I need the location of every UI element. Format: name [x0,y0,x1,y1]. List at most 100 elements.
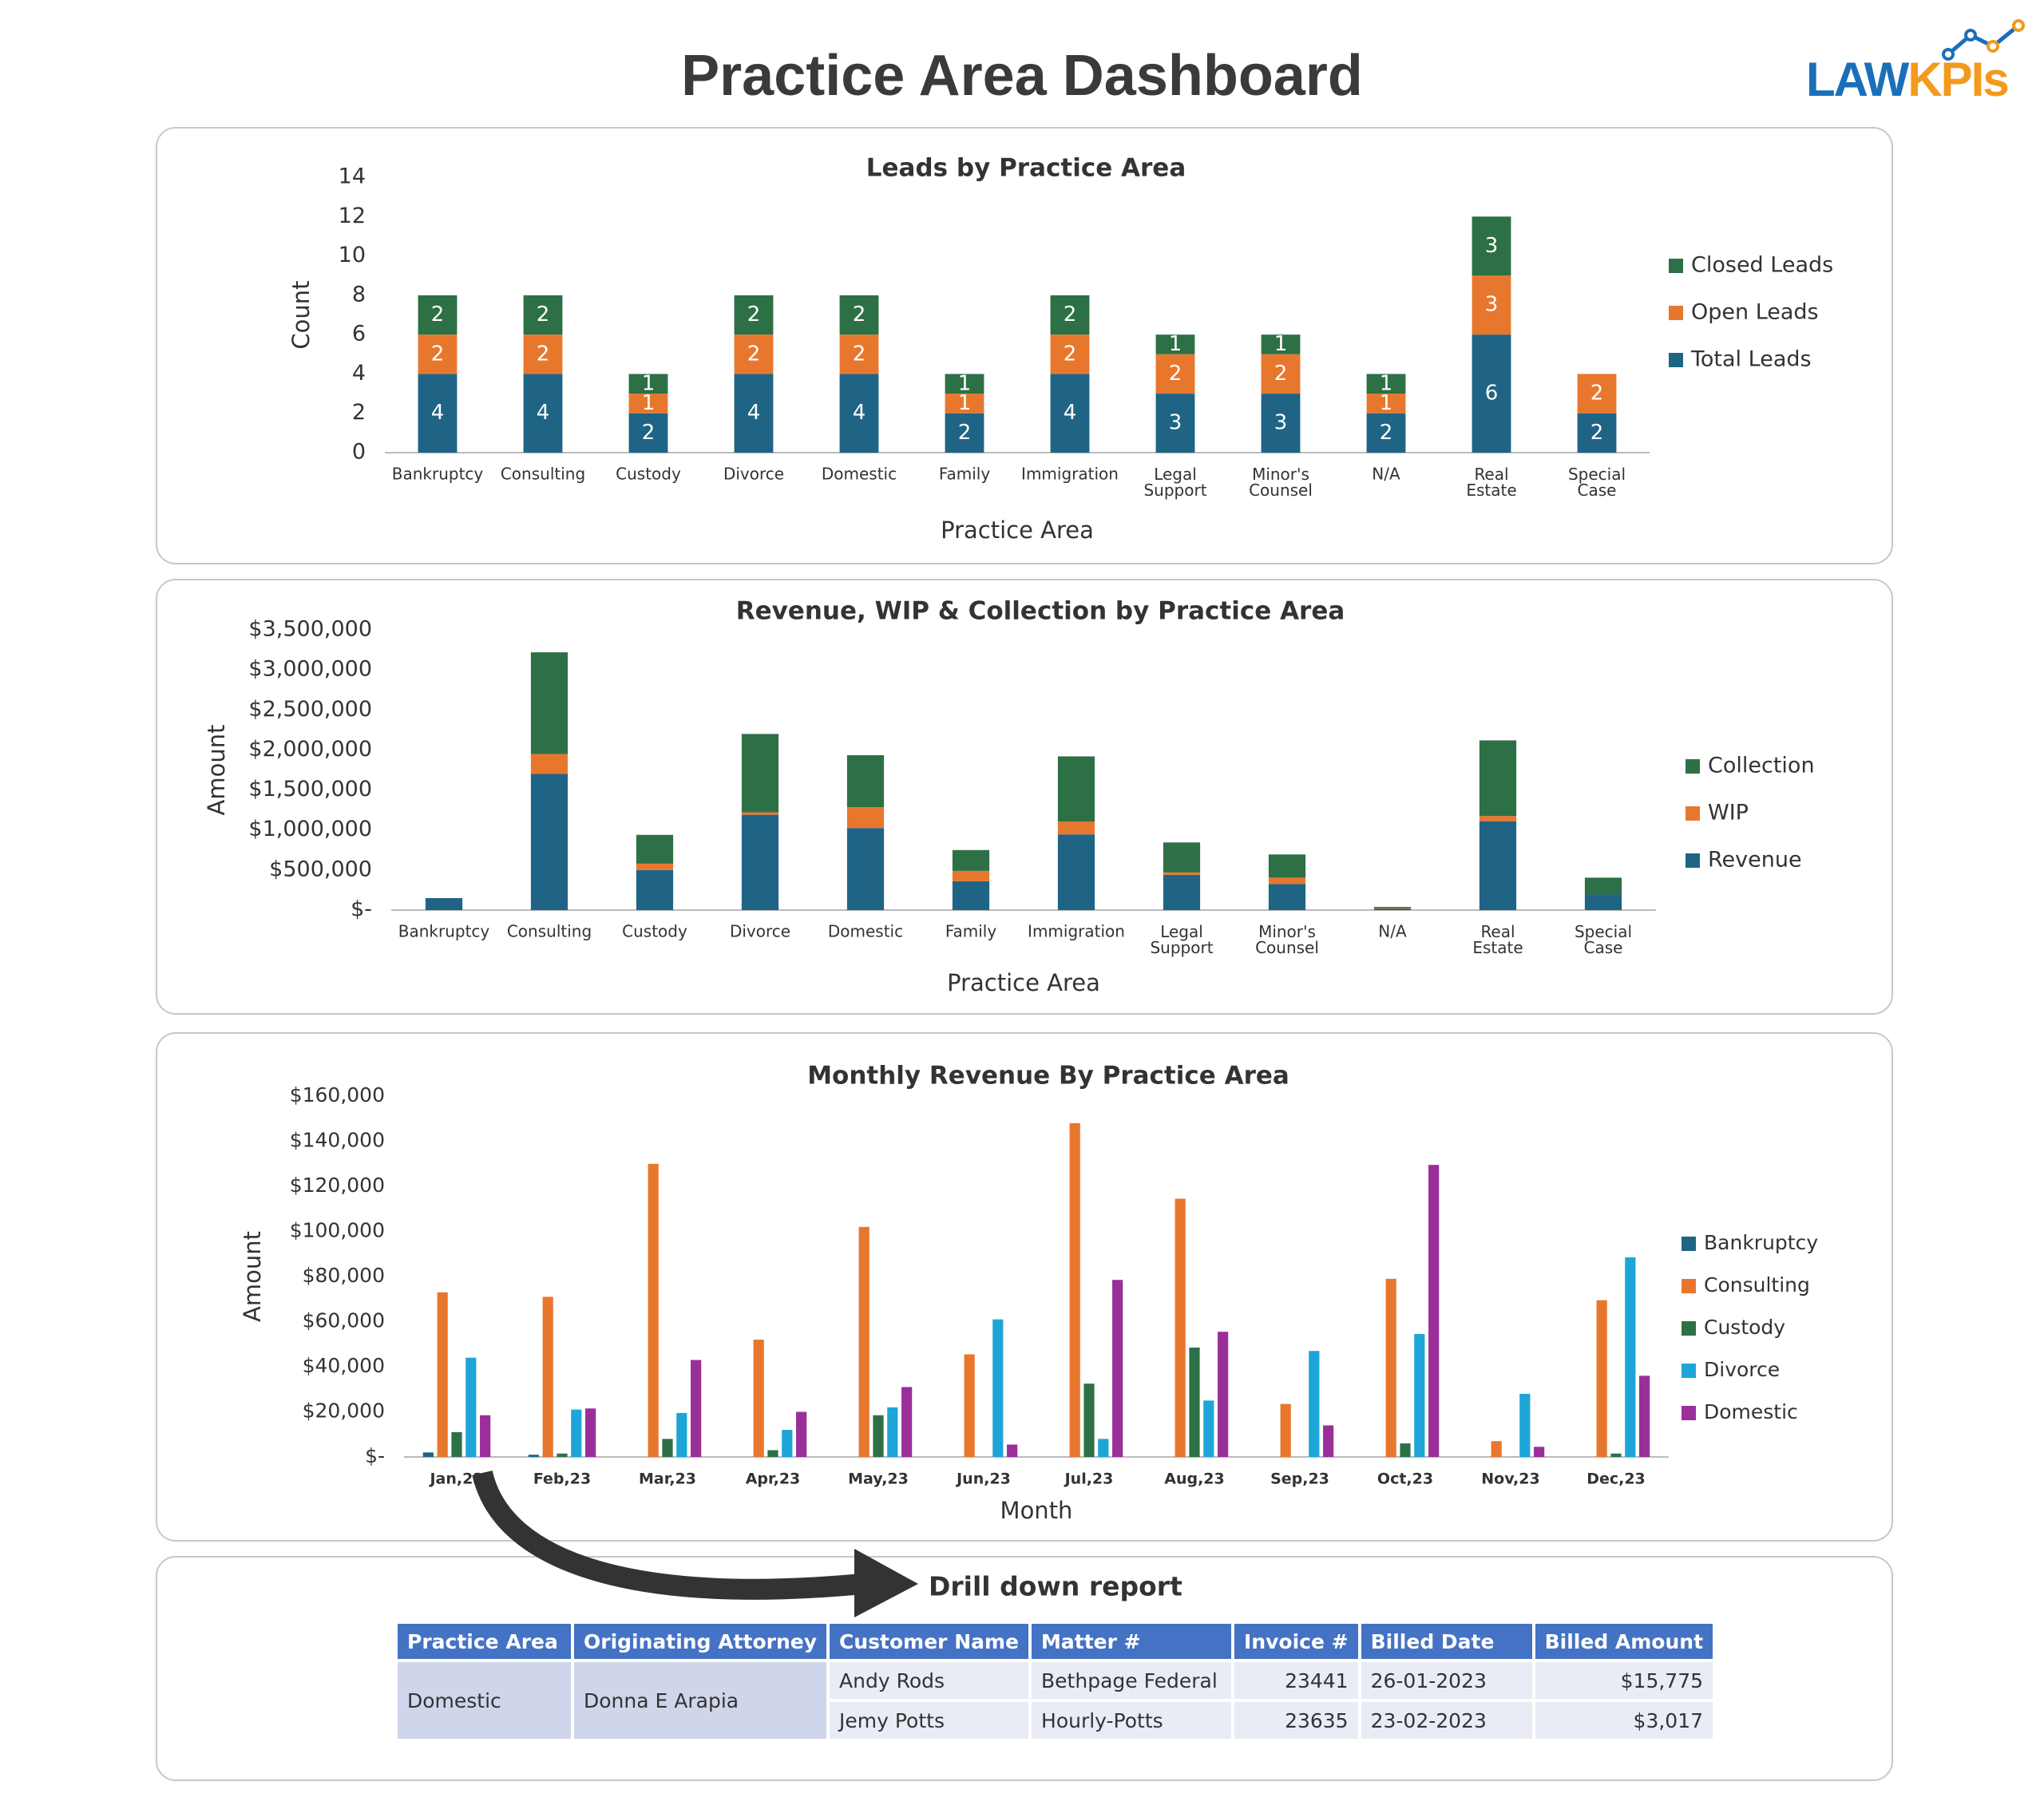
bar [1400,1443,1411,1457]
x-tick-label: Dec,23 [1586,1471,1646,1488]
bar-segment [1261,354,1301,394]
x-tick-label: Nov,23 [1481,1471,1539,1488]
logo-dot [1942,48,1955,61]
table-cell: Bethpage Federal [1032,1662,1232,1699]
x-tick-label: Domestic [822,465,897,484]
bar [873,1415,884,1457]
x-tick-label: Jul,23 [1064,1471,1114,1488]
x-tick-label: Sep,23 [1270,1471,1329,1488]
value-label: 2 [431,303,445,327]
x-tick-label: Minor's Counsel [1249,465,1313,500]
bar-segment [1155,354,1195,394]
y-tick-label: $3,500,000 [248,617,372,642]
value-label: 2 [431,342,445,366]
bar [796,1411,807,1457]
legend-swatch [1686,759,1700,774]
bar-segment [1268,877,1306,885]
bar-segment [1155,335,1195,354]
value-label: 1 [642,371,656,395]
bar [437,1292,448,1457]
bar-segment [636,834,674,864]
bar-segment [418,335,458,374]
bar [1639,1376,1650,1457]
bar-segment [1050,374,1090,453]
bar [887,1407,898,1457]
value-label: 1 [1380,391,1393,415]
practice-area-cell: Domestic [398,1662,571,1739]
table-header: Practice Area Originating Attorney Custome… [398,1624,1713,1659]
y-tick-label: $- [351,897,372,922]
bar-segment [1163,842,1201,873]
bar-segment [1155,394,1195,453]
legend-swatch [1682,1279,1696,1293]
bar-segment [1261,335,1301,354]
y-tick-label: 2 [352,400,366,425]
bar-segment [1472,216,1511,276]
x-axis-label: Practice Area [941,517,1094,544]
bar-segment [1584,877,1622,895]
x-axis-label: Month [1000,1497,1073,1524]
value-label: 2 [642,421,656,445]
value-label: 1 [958,371,972,395]
value-label: 2 [537,342,550,366]
table-cell: 26-01-2023 [1361,1662,1532,1699]
bar [542,1296,553,1457]
legend-label: Total Leads [1690,347,1812,372]
table-cell: 23-02-2023 [1361,1702,1532,1739]
legend-swatch [1669,353,1683,367]
x-tick-label: N/A [1372,465,1400,484]
value-label: 4 [853,401,866,425]
x-tick-label: Family [939,465,991,484]
legend-swatch [1682,1321,1696,1336]
bar-segment [418,295,458,335]
bar [782,1430,793,1457]
bar-segment [636,869,674,910]
value-label: 1 [1380,371,1393,395]
logo: LAWKPIs [1806,19,2025,106]
x-tick-label: Oct,23 [1377,1471,1433,1488]
x-tick-label: Immigration [1028,922,1125,941]
bar-segment [1366,413,1406,453]
bar-segment [741,812,779,815]
x-tick-label: Aug,23 [1164,1471,1225,1488]
value-label: 2 [958,421,972,445]
x-tick-label: Legal Support [1150,922,1213,957]
y-axis-label: Count [287,280,315,349]
value-label: 2 [1064,342,1077,366]
bar-segment [945,413,984,453]
bar-segment [734,295,774,335]
bar [676,1412,687,1457]
value-label: 2 [1590,421,1604,445]
bar [1007,1444,1018,1457]
panel [156,579,1893,1015]
bar [964,1354,975,1457]
x-tick-label: Custody [622,922,687,941]
bar [1083,1384,1095,1457]
y-tick-label: $2,000,000 [248,737,372,762]
x-tick-label: Apr,23 [746,1471,801,1488]
bar [1596,1300,1607,1457]
bar [451,1431,462,1457]
value-label: 4 [537,401,550,425]
chart-title: Revenue, WIP & Collection by Practice Ar… [736,597,1345,626]
drill-arrow [472,1470,864,1600]
legend-swatch [1682,1364,1696,1378]
bar [1385,1278,1396,1457]
value-label: 2 [537,303,550,327]
logo-text: LAWKPIs [1806,53,2008,106]
value-label: 2 [747,342,761,366]
bar-segment [734,335,774,374]
value-label: 2 [853,303,866,327]
bar [465,1357,477,1457]
bar-segment [1050,335,1090,374]
bar-segment [1057,821,1095,835]
bar-segment [846,807,885,829]
bar-segment [636,863,674,870]
bar [648,1163,659,1457]
y-tick-label: $1,500,000 [248,777,372,802]
value-label: 2 [1274,362,1288,386]
logo-kpis: KPIs [1907,53,2007,106]
bar [1175,1198,1186,1457]
bar-segment [1577,374,1617,414]
value-label: 1 [958,391,972,415]
